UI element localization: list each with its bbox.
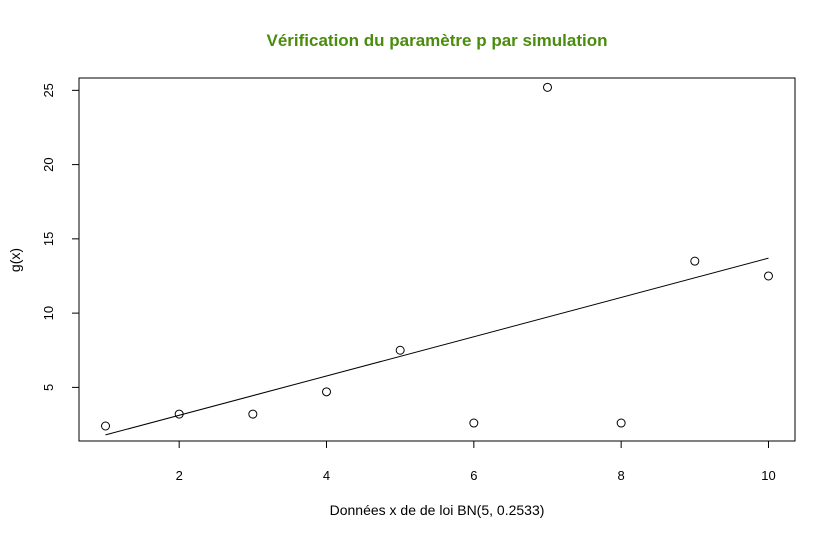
x-tick-label: 8: [618, 468, 625, 483]
x-tick-label: 10: [761, 468, 775, 483]
data-point: [174, 409, 184, 419]
data-point: [322, 387, 332, 397]
x-axis-label: Données x de de loi BN(5, 0.2533): [330, 502, 545, 518]
chart-title: Vérification du paramètre p par simulati…: [266, 31, 607, 50]
data-point: [248, 409, 258, 419]
x-axis: 2 4 6 8 10: [176, 440, 776, 483]
data-point: [395, 345, 405, 355]
fit-line: [105, 257, 769, 436]
data-point: [101, 421, 111, 431]
data-point: [763, 271, 773, 281]
x-tick-label: 2: [176, 468, 183, 483]
y-tick-label: 10: [41, 306, 56, 320]
y-tick-label: 5: [41, 384, 56, 391]
data-points: [101, 82, 773, 431]
y-tick-label: 25: [41, 83, 56, 97]
y-tick-label: 20: [41, 157, 56, 171]
data-point: [690, 256, 700, 266]
y-axis: 5 10 15 20 25: [41, 83, 80, 391]
data-point: [616, 418, 626, 428]
data-point: [542, 82, 552, 92]
y-tick-label: 15: [41, 232, 56, 246]
x-tick-label: 6: [470, 468, 477, 483]
y-axis-label: g(x): [7, 248, 23, 272]
x-tick-label: 4: [323, 468, 330, 483]
plot-frame: [78, 77, 796, 442]
data-point: [469, 418, 479, 428]
